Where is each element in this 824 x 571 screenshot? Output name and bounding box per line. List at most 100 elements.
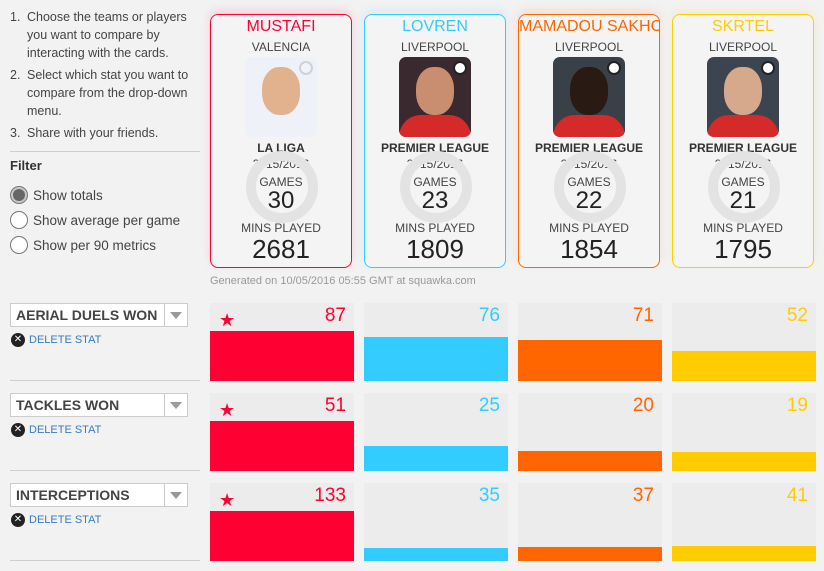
filter-option-label: Show totals (33, 187, 103, 203)
delete-stat-label: DELETE STAT (29, 514, 102, 526)
radio-button[interactable] (10, 186, 28, 204)
stat-value: 20 (632, 395, 654, 416)
squawka-logo-icon (761, 61, 775, 75)
player-card[interactable]: SKRTEL LIVERPOOL PREMIER LEAGUE 2015/2016 GA… (672, 14, 814, 268)
player-league: LA LIGA (257, 141, 305, 155)
mins-played-value: 1809 (406, 234, 464, 264)
stat-bar-cell: 41 (672, 483, 816, 561)
stat-dropdown-label: TACKLES WON (16, 397, 120, 413)
stat-value: 19 (786, 395, 808, 416)
player-name: MAMADOU SAKHO (519, 18, 660, 35)
player-card[interactable]: MUSTAFI VALENCIA LA LIGA 2015/2016 GAMES 30 MI… (210, 14, 352, 268)
stat-value: 35 (478, 485, 500, 506)
chevron-down-icon[interactable] (164, 394, 187, 416)
games-value: 21 (729, 187, 757, 214)
stat-value: 37 (632, 485, 654, 506)
generated-note: Generated on 10/05/2016 05:55 GMT at squ… (210, 275, 476, 287)
player-team: VALENCIA (251, 40, 311, 54)
close-icon: ✕ (11, 513, 25, 527)
stat-value: 71 (632, 305, 654, 326)
radio-button[interactable] (10, 236, 28, 254)
stat-bar-fill (518, 547, 662, 561)
stat-bar-cell: 20 (518, 393, 662, 471)
player-team: LIVERPOOL (708, 40, 778, 54)
divider (10, 470, 200, 471)
filter-option-average[interactable]: Show average per game (10, 211, 180, 229)
mins-played-label: MINS PLAYED (241, 221, 321, 235)
mins-played-value: 1854 (560, 234, 618, 264)
player-photo (245, 57, 317, 137)
player-team: LIVERPOOL (400, 40, 470, 54)
stat-value: 87 (324, 305, 346, 326)
games-value: 22 (575, 187, 603, 214)
games-label: GAMES (721, 175, 765, 189)
instruction-item: 2. Select which stat you want to compare … (10, 66, 200, 120)
player-photo (707, 57, 779, 137)
shirt-shape (399, 115, 471, 137)
mins-played-value: 1795 (714, 234, 772, 264)
games-label: GAMES (259, 175, 303, 189)
stat-bar-fill (364, 548, 508, 561)
stat-bar-cell: 25 (364, 393, 508, 471)
face-shape (724, 67, 762, 115)
stat-value: 25 (478, 395, 500, 416)
stat-bar-fill (672, 452, 816, 471)
shirt-shape (707, 115, 779, 137)
stat-bar-fill (364, 446, 508, 471)
chevron-down-icon[interactable] (164, 304, 187, 326)
stat-dropdown[interactable]: AERIAL DUELS WON (10, 303, 188, 327)
stat-bar-cell: 19 (672, 393, 816, 471)
squawka-logo-icon (607, 61, 621, 75)
squawka-logo-icon (453, 61, 467, 75)
squawka-watermark-icon (400, 151, 472, 223)
shirt-shape (245, 115, 317, 137)
face-shape (262, 67, 300, 115)
chevron-down-icon[interactable] (164, 484, 187, 506)
stat-dropdown-label: AERIAL DUELS WON (16, 307, 158, 323)
filter-option-label: Show average per game (33, 212, 181, 228)
divider (10, 560, 200, 561)
stat-bar-fill (672, 546, 816, 561)
close-icon: ✕ (11, 423, 25, 437)
stat-bar-fill (210, 421, 354, 471)
player-card[interactable]: MAMADOU SAKHO LIVERPOOL PREMIER LEAGUE 2015… (518, 14, 660, 268)
stat-bar-fill (210, 511, 354, 561)
stat-bar-fill (364, 337, 508, 381)
delete-stat-button[interactable]: ✕ DELETE STAT (11, 333, 101, 347)
filter-option-totals[interactable]: Show totals (10, 186, 103, 204)
shirt-shape (553, 115, 625, 137)
left-panel: 1. Choose the teams or players you want t… (0, 0, 205, 571)
stat-dropdown[interactable]: INTERCEPTIONS (10, 483, 188, 507)
player-card[interactable]: LOVREN LIVERPOOL PREMIER LEAGUE 2015/2016 GA… (364, 14, 506, 268)
star-icon: ★ (219, 400, 236, 420)
face-shape (570, 67, 608, 115)
delete-stat-button[interactable]: ✕ DELETE STAT (11, 513, 101, 527)
stat-dropdown[interactable]: TACKLES WON (10, 393, 188, 417)
player-league: PREMIER LEAGUE (688, 141, 797, 155)
filter-title: Filter (10, 158, 42, 173)
mins-played-label: MINS PLAYED (549, 221, 629, 235)
player-name: LOVREN (402, 18, 468, 35)
instruction-number: 1. (10, 10, 21, 24)
stat-bar-cell: 71 (518, 303, 662, 381)
stat-bar-cell: 35 (364, 483, 508, 561)
stat-bar-fill (672, 351, 816, 381)
instructions-list: 1. Choose the teams or players you want t… (10, 8, 200, 146)
face-shape (416, 67, 454, 115)
squawka-watermark-icon (246, 151, 318, 223)
stat-value: 52 (786, 305, 808, 326)
squawka-logo-icon (299, 61, 313, 75)
filter-option-per90[interactable]: Show per 90 metrics (10, 236, 156, 254)
stat-value: 51 (324, 395, 346, 416)
squawka-watermark-icon (554, 151, 626, 223)
mins-played-label: MINS PLAYED (395, 221, 475, 235)
radio-button[interactable] (10, 211, 28, 229)
mins-played-value: 2681 (252, 234, 310, 264)
games-label: GAMES (567, 175, 611, 189)
stat-bar-fill (518, 451, 662, 471)
games-value: 30 (267, 187, 295, 214)
delete-stat-label: DELETE STAT (29, 424, 102, 436)
divider (10, 380, 200, 381)
stat-bar-cell: ★ 87 (210, 303, 354, 381)
delete-stat-button[interactable]: ✕ DELETE STAT (11, 423, 101, 437)
